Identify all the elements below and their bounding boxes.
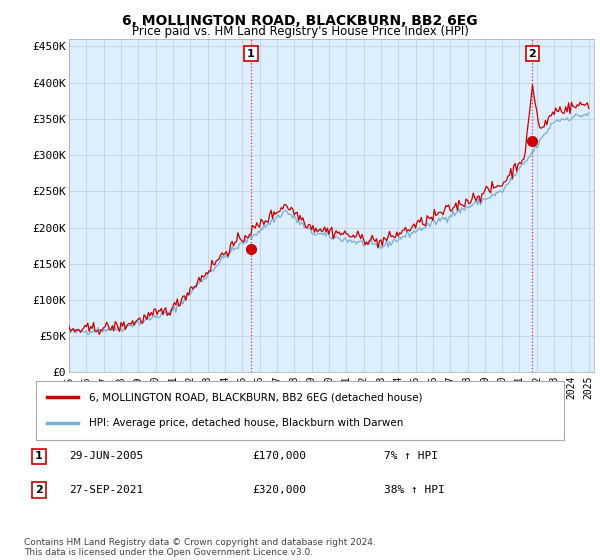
- Text: 2: 2: [529, 49, 536, 59]
- Text: £320,000: £320,000: [252, 485, 306, 495]
- Text: 6, MOLLINGTON ROAD, BLACKBURN, BB2 6EG (detached house): 6, MOLLINGTON ROAD, BLACKBURN, BB2 6EG (…: [89, 392, 422, 402]
- Text: 1: 1: [247, 49, 255, 59]
- Text: £170,000: £170,000: [252, 451, 306, 461]
- Text: Contains HM Land Registry data © Crown copyright and database right 2024.
This d: Contains HM Land Registry data © Crown c…: [24, 538, 376, 557]
- Text: HPI: Average price, detached house, Blackburn with Darwen: HPI: Average price, detached house, Blac…: [89, 418, 403, 428]
- Text: 2: 2: [35, 485, 43, 495]
- Text: 7% ↑ HPI: 7% ↑ HPI: [384, 451, 438, 461]
- Text: 1: 1: [35, 451, 43, 461]
- Text: 38% ↑ HPI: 38% ↑ HPI: [384, 485, 445, 495]
- Text: Price paid vs. HM Land Registry's House Price Index (HPI): Price paid vs. HM Land Registry's House …: [131, 25, 469, 38]
- Text: 27-SEP-2021: 27-SEP-2021: [69, 485, 143, 495]
- Text: 29-JUN-2005: 29-JUN-2005: [69, 451, 143, 461]
- Text: 6, MOLLINGTON ROAD, BLACKBURN, BB2 6EG: 6, MOLLINGTON ROAD, BLACKBURN, BB2 6EG: [122, 14, 478, 28]
